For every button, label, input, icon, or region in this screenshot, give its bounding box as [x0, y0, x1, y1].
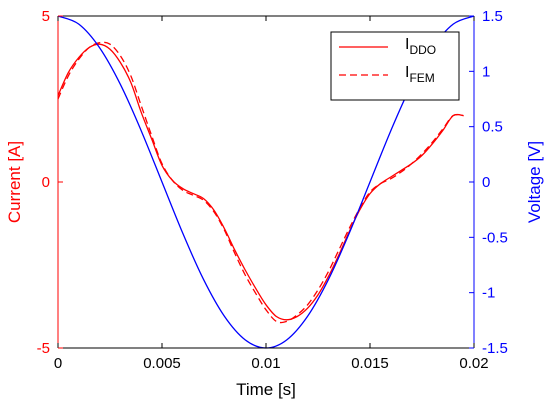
y-axis-right-label: Voltage [V] — [525, 141, 544, 223]
y-right-tick-label: -1 — [482, 285, 495, 302]
x-tick-label: 0.015 — [351, 355, 389, 372]
y-left-tick-label: -5 — [37, 340, 50, 357]
y-left-tick-label: 5 — [42, 8, 50, 25]
x-tick-label: 0 — [54, 355, 62, 372]
y-right-tick-label: -1.5 — [482, 340, 508, 357]
y-right-tick-label: -0.5 — [482, 229, 508, 246]
legend-box — [330, 31, 460, 101]
y-axis-left-label: Current [A] — [5, 141, 24, 223]
x-tick-label: 0.01 — [251, 355, 280, 372]
legend: IDDO IFEM — [330, 31, 460, 101]
x-axis-label: Time [s] — [236, 380, 296, 399]
y-right-tick-label: 0.5 — [482, 119, 503, 136]
series-line-ddo — [57, 43, 464, 321]
x-tick-label: 0.005 — [143, 355, 181, 372]
x-tick-label: 0.02 — [459, 355, 488, 372]
y-left-tick-label: 0 — [42, 174, 50, 191]
y-right-tick-label: 0 — [482, 174, 490, 191]
series-line-fem — [57, 41, 464, 324]
legend-label-fem: IFEM — [405, 64, 435, 85]
legend-label-ddo: IDDO — [405, 36, 436, 57]
y-right-tick-label: 1.5 — [482, 8, 503, 25]
y-right-tick-label: 1 — [482, 63, 490, 80]
